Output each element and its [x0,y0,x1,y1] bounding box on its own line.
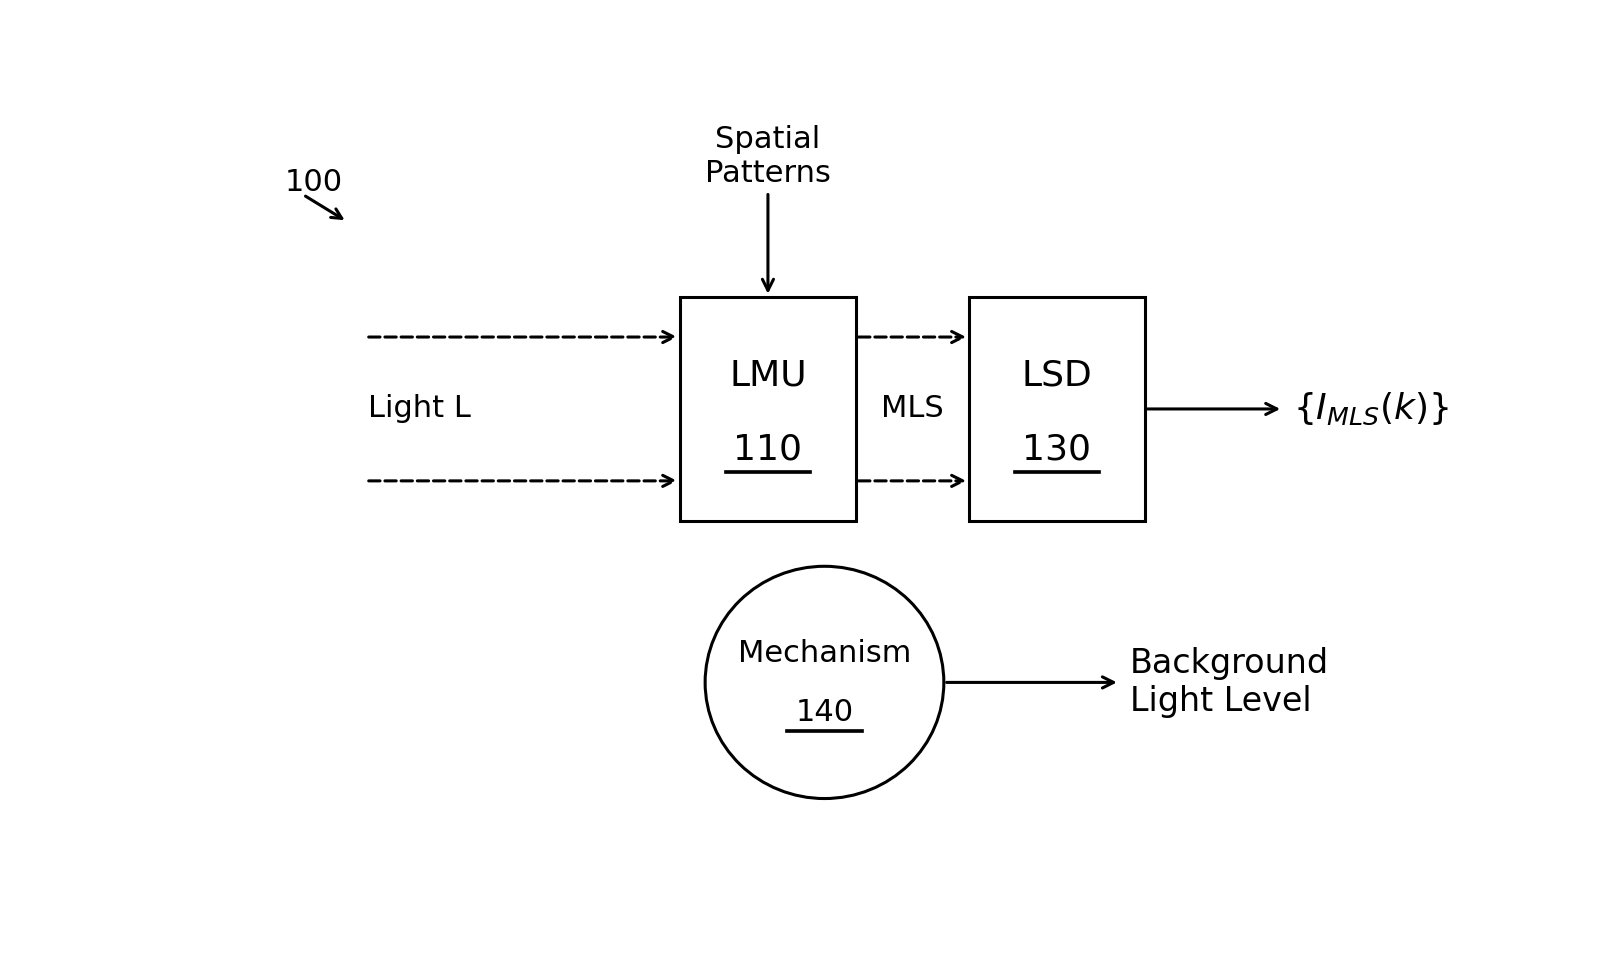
Text: Light L: Light L [368,394,472,423]
Text: Spatial
Patterns: Spatial Patterns [705,126,832,188]
Text: Background
Light Level: Background Light Level [1130,647,1329,718]
Text: 110: 110 [733,432,802,466]
Text: $\{I_{MLS}(k)\}$: $\{I_{MLS}(k)\}$ [1294,391,1449,427]
Text: Mechanism: Mechanism [738,639,911,668]
Text: MLS: MLS [882,394,943,423]
Text: LSD: LSD [1021,358,1093,392]
Text: 100: 100 [284,168,342,198]
Ellipse shape [705,566,943,799]
Text: 130: 130 [1023,432,1091,466]
Text: 140: 140 [796,698,854,727]
Bar [681,297,856,522]
Bar [969,297,1144,522]
Text: LMU: LMU [729,358,807,392]
